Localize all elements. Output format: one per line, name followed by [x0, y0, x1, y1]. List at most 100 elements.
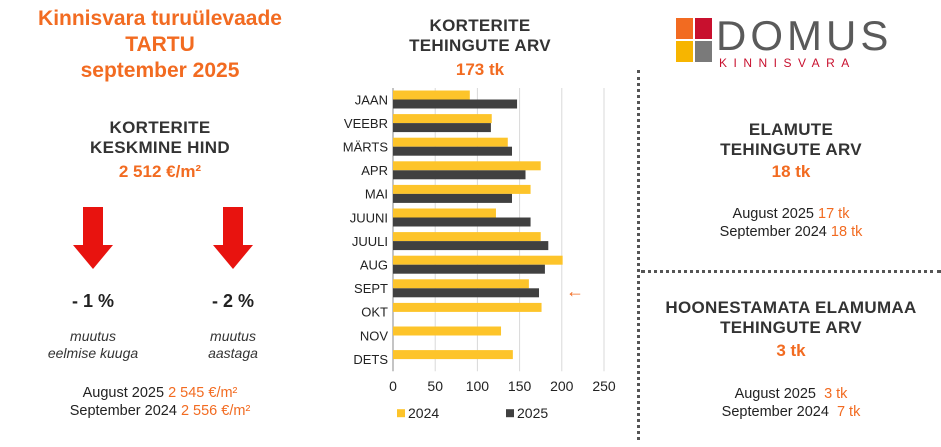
- land-heading-line: TEHINGUTE ARV: [720, 318, 862, 337]
- note-line: muutus: [70, 328, 116, 344]
- chart-heading-line: TEHINGUTE ARV: [409, 36, 551, 55]
- category-label: MAI: [365, 187, 388, 202]
- bar-2025-juuni: [393, 217, 531, 227]
- vertical-divider: [637, 70, 640, 440]
- avg-price-value: 2 512 €/m²: [118, 162, 202, 181]
- domus-logo-mark: [676, 18, 712, 62]
- horizontal-divider: [641, 270, 941, 273]
- houses-comparison-row: September 2024 18 tk: [641, 223, 941, 241]
- price-comparison-row: September 2024 2 556 €/m²: [0, 402, 320, 420]
- chart-heading-line: KORTERITE: [429, 16, 531, 35]
- bar-2025-veebr: [393, 123, 491, 133]
- land-total: 3 tk: [776, 341, 806, 360]
- houses-total: 18 tk: [771, 162, 811, 181]
- bar-2024-juuli: [393, 232, 541, 242]
- comparison-label: August 2025: [82, 385, 165, 401]
- bar-2025-juuli: [393, 241, 549, 251]
- x-tick-label: 250: [592, 378, 616, 394]
- land-comparison-row: August 2025 3 tk: [641, 385, 941, 403]
- houses-heading-line: ELAMUTE: [748, 120, 834, 139]
- comparison-value: 2 545 €/m²: [168, 385, 238, 401]
- report-title-line: Kinnisvara turuülevaade: [38, 7, 282, 30]
- month-change-value: - 1 %: [71, 291, 114, 311]
- x-tick-label: 150: [508, 378, 532, 394]
- comparison-label: August 2025: [732, 206, 814, 222]
- note-line: muutus: [210, 328, 256, 344]
- bar-2025-mai: [393, 193, 513, 203]
- bar-2025-sept: [393, 288, 540, 298]
- chart-total: 173 tk: [455, 60, 505, 79]
- comparison-value: 2 556 €/m²: [180, 403, 251, 419]
- down-arrow-icon: [73, 207, 113, 269]
- land-comparisons: August 2025 3 tk September 2024 7 tk: [641, 385, 941, 421]
- houses-heading-line: TEHINGUTE ARV: [720, 140, 862, 159]
- note-line: eelmise kuuga: [47, 345, 139, 361]
- land-heading-line: HOONESTAMATA ELAMUMAA: [665, 298, 917, 317]
- bar-2024-dets: [393, 350, 513, 360]
- category-label: JAAN: [355, 92, 388, 107]
- category-label: OKT: [361, 305, 388, 320]
- x-tick-label: 0: [389, 378, 397, 394]
- category-label: JUUNI: [350, 210, 388, 225]
- bar-2024-sept: [393, 279, 529, 289]
- category-label: VEEBR: [344, 116, 388, 131]
- price-comparison-row: August 2025 2 545 €/m²: [0, 384, 320, 402]
- bar-2024-aug: [393, 255, 563, 265]
- bar-2024-veebr: [393, 114, 492, 124]
- category-label: APR: [361, 163, 388, 178]
- year-change-value: - 2 %: [211, 291, 254, 311]
- note-line: aastaga: [208, 345, 258, 361]
- bar-2024-okt: [393, 302, 542, 312]
- category-label: JUULI: [352, 234, 388, 249]
- domus-logo-name: DOMUS: [716, 12, 893, 59]
- legend-swatch: [397, 409, 405, 418]
- x-tick-label: 100: [466, 378, 490, 394]
- bar-2025-märts: [393, 146, 513, 156]
- legend-swatch: [506, 409, 514, 418]
- bar-2025-jaan: [393, 99, 518, 109]
- report-title-line: TARTU: [125, 33, 195, 56]
- comparison-value: 18 tk: [830, 224, 863, 240]
- bar-2024-nov: [393, 326, 502, 336]
- avg-price-heading-line: KESKMINE HIND: [90, 138, 230, 157]
- bar-2024-märts: [393, 137, 508, 147]
- category-label: NOV: [360, 328, 389, 343]
- apartment-deals-chart: 0 50 100 150 200 250 JAAN VEEBR MÄRTS APR MAI JUUNI…: [343, 88, 616, 421]
- report-title-line: september 2025: [80, 59, 240, 82]
- comparison-label: September 2024: [721, 404, 829, 420]
- x-tick-label: 200: [550, 378, 574, 394]
- bar-2024-mai: [393, 184, 531, 194]
- houses-heading: ELAMUTE TEHINGUTE ARV: [641, 120, 941, 160]
- price-comparisons: August 2025 2 545 €/m² September 2024 2 …: [0, 384, 320, 420]
- comparison-label: September 2024: [719, 224, 827, 240]
- comparison-label: August 2025: [734, 386, 816, 402]
- houses-comparisons: August 2025 17 tk September 2024 18 tk: [641, 205, 941, 241]
- bar-2024-jaan: [393, 90, 470, 100]
- comparison-value: 3 tk: [824, 386, 848, 402]
- land-heading: HOONESTAMATA ELAMUMAA TEHINGUTE ARV: [641, 298, 941, 338]
- bar-2025-apr: [393, 170, 526, 180]
- comparison-label: September 2024: [69, 403, 177, 419]
- year-change-note: muutus aastaga: [173, 328, 293, 362]
- category-label: DETS: [353, 352, 388, 367]
- domus-logo: DOMUS KINNISVARA: [676, 14, 916, 70]
- bar-2025-aug: [393, 264, 545, 274]
- legend-label: 2025: [517, 405, 548, 421]
- avg-price-heading-line: KORTERITE: [109, 118, 211, 137]
- down-arrow-icon: [213, 207, 253, 269]
- legend-label: 2024: [408, 405, 439, 421]
- avg-price-heading: KORTERITE KESKMINE HIND: [0, 118, 320, 158]
- bar-2024-apr: [393, 161, 541, 171]
- houses-comparison-row: August 2025 17 tk: [641, 205, 941, 223]
- category-label: MÄRTS: [343, 140, 389, 155]
- category-label: AUG: [360, 258, 388, 273]
- category-label: SEPT: [354, 281, 388, 296]
- comparison-value: 17 tk: [818, 206, 850, 222]
- chart-heading: KORTERITE TEHINGUTE ARV: [390, 16, 570, 56]
- land-comparison-row: September 2024 7 tk: [641, 403, 941, 421]
- month-change-note: muutus eelmise kuuga: [33, 328, 153, 362]
- bar-2024-juuni: [393, 208, 496, 218]
- domus-logo-sub: KINNISVARA: [719, 56, 856, 70]
- comparison-value: 7 tk: [836, 404, 861, 420]
- current-month-arrow-icon: ←: [566, 281, 584, 301]
